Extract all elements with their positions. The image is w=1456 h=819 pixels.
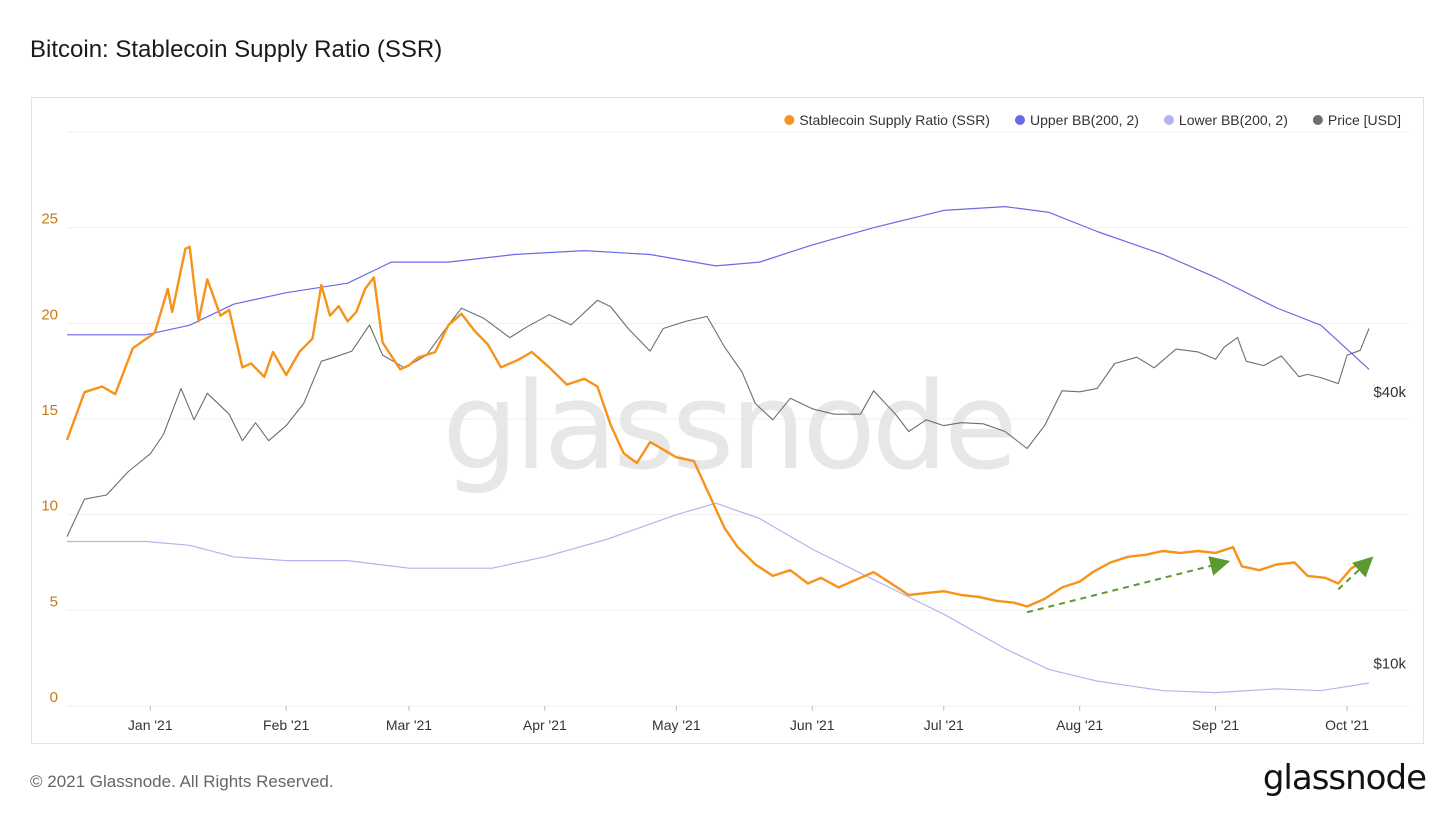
page-title: Bitcoin: Stablecoin Supply Ratio (SSR) [30, 36, 443, 63]
x-tick-label: Sep '21 [1192, 717, 1239, 733]
axis-layer: 0 5 10 15 20 25 $10k $40k Jan '21 Feb '21 Mar '21 A… [41, 211, 1406, 733]
y-left-tick-label: 5 [50, 593, 58, 610]
y-right-tick-label: $10k [1373, 655, 1406, 672]
y-left-tick-label: 20 [41, 306, 58, 323]
y-left-tick-label: 0 [50, 689, 58, 706]
series-upper-bb-line [67, 206, 1370, 370]
x-tick-label: Aug '21 [1056, 717, 1103, 733]
x-tick-label: Jan '21 [128, 717, 173, 733]
series-price-line [66, 299, 1370, 537]
legend-entry-label: Upper BB(200, 2) [1030, 112, 1139, 128]
y-left-tick-label: 15 [41, 402, 58, 419]
chart-frame [31, 97, 1424, 744]
copyright-notice: © 2021 Glassnode. All Rights Reserved. [30, 772, 334, 791]
x-tick-label: Feb '21 [263, 717, 309, 733]
trend-arrow-annotation [1337, 556, 1374, 591]
y-left-tick-label: 10 [41, 498, 58, 515]
legend-swatch [1014, 115, 1025, 125]
watermark: glassnode [442, 358, 1014, 497]
x-tick-label: Oct '21 [1325, 717, 1369, 733]
x-tick-label: Jul '21 [924, 717, 964, 733]
y-right-tick-label: $40k [1373, 384, 1406, 401]
glassnode-logo: glassnode [1262, 758, 1427, 798]
trend-arrow-annotation [1026, 556, 1231, 614]
x-tick-label: Jun '21 [790, 717, 835, 733]
legend-swatch [784, 115, 795, 125]
y-left-tick-label: 25 [41, 211, 58, 228]
x-tick-label: May '21 [652, 717, 701, 733]
series-ssr-line [65, 245, 1370, 608]
x-tick-label: Mar '21 [386, 717, 432, 733]
legend: Price [USD] Lower BB(200, 2) Upper BB(200,… [784, 112, 1401, 128]
legend-entry-label: Price [USD] [1328, 112, 1401, 128]
annotation-layer [1026, 556, 1374, 614]
series-lower-bb-line [67, 502, 1370, 694]
grid-layer [67, 131, 1409, 707]
series-layer [65, 206, 1370, 694]
legend-swatch [1163, 115, 1174, 125]
x-tick-label: Apr '21 [523, 717, 567, 733]
legend-swatch [1312, 115, 1323, 125]
legend-entry-label: Stablecoin Supply Ratio (SSR) [799, 112, 990, 128]
legend-entry-label: Lower BB(200, 2) [1179, 112, 1288, 128]
